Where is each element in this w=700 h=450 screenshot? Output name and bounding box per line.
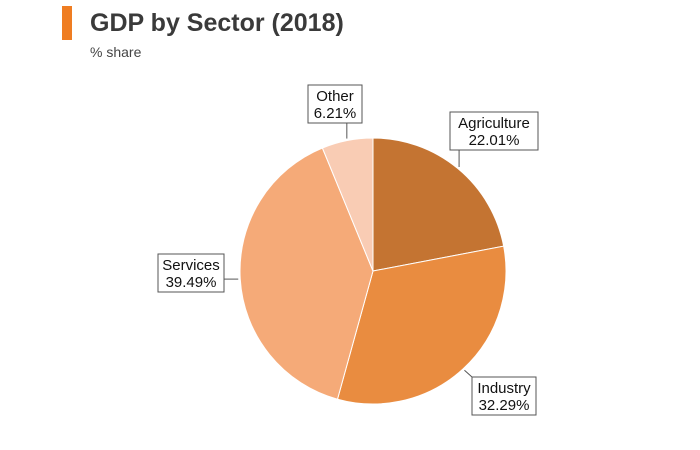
pie-slice-other [321, 137, 374, 272]
pie-label-value: 22.01% [469, 132, 520, 149]
chart-title: GDP by Sector (2018) [90, 9, 344, 37]
pie-label-box [307, 84, 363, 124]
pie-label-category: Agriculture [458, 115, 530, 132]
pie-label-leader-line [464, 369, 473, 378]
pie-label-box [471, 376, 537, 416]
pie-label-value: 6.21% [314, 105, 357, 122]
pie-slices [239, 137, 507, 405]
title-accent-bar [62, 6, 72, 40]
pie-label-category: Services [162, 257, 220, 274]
chart-subtitle: % share [90, 44, 142, 60]
pie-label-box [157, 253, 225, 293]
pie-slice-agriculture [372, 137, 505, 272]
pie-label-box [449, 111, 539, 151]
pie-labels: Agriculture22.01%Industry32.29%Services3… [157, 84, 539, 416]
pie-label-category: Industry [477, 380, 531, 397]
pie-label-value: 39.49% [166, 274, 217, 291]
pie-slice-services [239, 147, 374, 400]
pie-label-value: 32.29% [479, 397, 530, 414]
pie-label-category: Other [316, 88, 354, 105]
pie-slice-industry [336, 245, 507, 405]
